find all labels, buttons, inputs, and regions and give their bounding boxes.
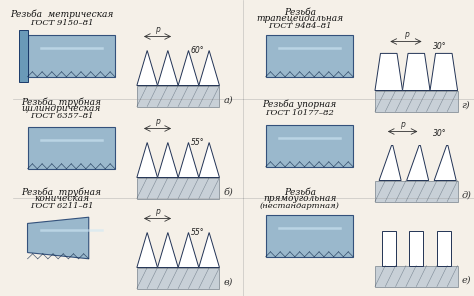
Text: ГОСТ 6211–81: ГОСТ 6211–81 — [30, 202, 93, 210]
Text: ГОСТ 10177–82: ГОСТ 10177–82 — [265, 109, 334, 117]
Text: Резьба упорная: Резьба упорная — [263, 99, 337, 109]
Text: ГОСТ 9150–81: ГОСТ 9150–81 — [30, 19, 93, 27]
Bar — [375, 181, 457, 202]
Polygon shape — [434, 146, 456, 181]
Text: прямоугольная: прямоугольная — [263, 194, 337, 203]
Text: Резьба  метрическая: Резьба метрическая — [10, 9, 113, 19]
Polygon shape — [137, 232, 157, 268]
Bar — [265, 215, 353, 257]
Text: г): г) — [462, 101, 470, 110]
Bar — [265, 35, 353, 77]
Polygon shape — [178, 142, 199, 178]
Text: Резьба: Резьба — [283, 8, 316, 17]
Bar — [375, 266, 457, 287]
Polygon shape — [375, 53, 402, 91]
Text: б): б) — [224, 188, 233, 197]
Bar — [265, 125, 353, 167]
Bar — [27, 127, 115, 169]
Polygon shape — [199, 142, 219, 178]
Polygon shape — [402, 53, 430, 91]
Text: коническая: коническая — [34, 194, 89, 203]
Text: цилиндрическая: цилиндрическая — [22, 104, 101, 113]
Text: е): е) — [462, 276, 471, 285]
Text: (нестандартная): (нестандартная) — [260, 202, 339, 210]
Bar — [137, 178, 219, 199]
Bar — [137, 268, 219, 289]
Text: 60°: 60° — [191, 46, 204, 54]
Text: Резьба  трубная: Резьба трубная — [21, 97, 101, 107]
Polygon shape — [199, 232, 219, 268]
Text: трапецеидальная: трапецеидальная — [256, 14, 343, 23]
Text: p: p — [155, 25, 160, 34]
Text: p: p — [400, 120, 405, 128]
Text: 30°: 30° — [433, 41, 447, 51]
Text: ГОСТ 9484–81: ГОСТ 9484–81 — [268, 22, 331, 30]
Polygon shape — [157, 51, 178, 86]
Text: Резьба: Резьба — [283, 188, 316, 197]
Polygon shape — [137, 142, 157, 178]
Polygon shape — [137, 51, 157, 86]
Polygon shape — [199, 51, 219, 86]
Text: д): д) — [462, 191, 472, 200]
Bar — [410, 231, 423, 266]
Text: p: p — [155, 207, 160, 215]
Text: Резьба  трубная: Резьба трубная — [21, 187, 101, 197]
Text: 55°: 55° — [191, 138, 204, 147]
Bar — [375, 91, 457, 112]
Text: ГОСТ 6357–81: ГОСТ 6357–81 — [30, 112, 93, 120]
Bar — [27, 35, 115, 77]
Bar — [137, 86, 219, 107]
Text: p: p — [404, 30, 409, 38]
Text: а): а) — [224, 96, 233, 105]
Bar — [19, 30, 27, 82]
Polygon shape — [178, 51, 199, 86]
Text: 55°: 55° — [191, 228, 204, 237]
Polygon shape — [157, 142, 178, 178]
Text: p: p — [155, 117, 160, 126]
Bar — [437, 231, 451, 266]
Polygon shape — [430, 53, 457, 91]
Text: 30°: 30° — [433, 129, 447, 139]
Polygon shape — [379, 146, 401, 181]
Polygon shape — [157, 232, 178, 268]
Polygon shape — [27, 217, 89, 259]
Polygon shape — [178, 232, 199, 268]
Bar — [382, 231, 396, 266]
Polygon shape — [407, 146, 428, 181]
Text: в): в) — [224, 278, 233, 287]
